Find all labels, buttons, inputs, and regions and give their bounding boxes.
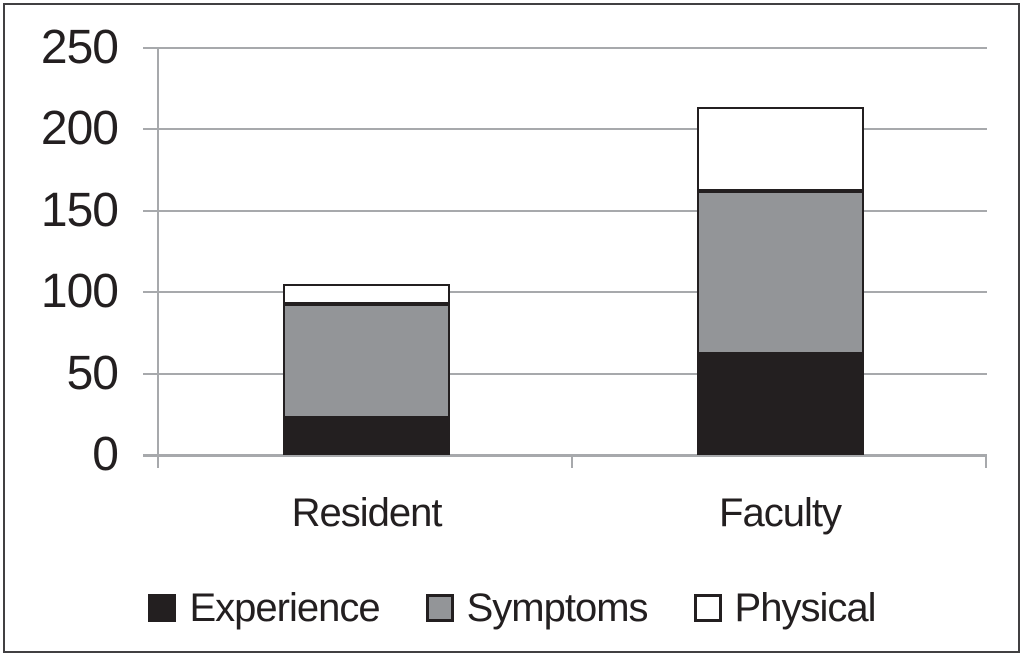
legend-item-symptoms: Symptoms [425,586,649,630]
y-axis-line [157,47,159,467]
gridline [143,291,987,294]
y-tick-label: 150 [40,183,119,237]
legend-label: Symptoms [466,586,649,630]
gridline [143,128,987,131]
gridline [143,372,987,375]
bar-segment-faculty-experience [696,354,864,455]
legend: Experience Symptoms Physical [0,584,1024,632]
bar-segment-resident-symptoms [283,303,450,418]
legend-item-experience: Experience [148,586,381,630]
y-tick-label: 100 [40,265,119,319]
x-category-label: Faculty [719,491,842,535]
legend-label: Physical [734,586,877,630]
legend-swatch-physical-icon [693,594,722,622]
legend-label: Experience [189,586,380,630]
legend-item-physical: Physical [693,586,877,630]
x-axis-baseline [143,454,987,457]
y-tick-label: 250 [40,21,119,74]
x-category-label: Resident [291,491,443,535]
y-tick-label: 0 [92,428,119,481]
gridline [143,209,987,212]
bar-segment-faculty-physical [696,106,864,192]
gridline [143,47,987,49]
y-tick-label: 200 [40,102,119,156]
bar-segment-faculty-symptoms [696,191,864,355]
legend-swatch-experience-icon [148,594,177,622]
legend-swatch-symptoms-icon [425,594,454,622]
x-axis-mid-tick [571,455,573,468]
bar-segment-resident-physical [283,284,450,304]
bar-segment-resident-experience [283,417,450,455]
x-axis-left-tick [157,455,159,468]
y-tick-label: 50 [66,346,119,400]
x-axis-end-tick [985,455,987,468]
